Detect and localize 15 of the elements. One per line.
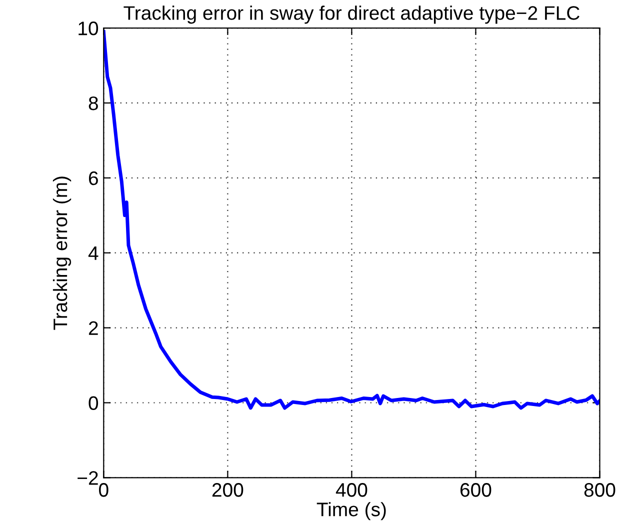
x-tick-label: 0 — [99, 483, 108, 497]
y-tick-label: 4 — [88, 246, 98, 260]
chart-title: Tracking error in sway for direct adaptive type−2 FLC — [124, 6, 580, 24]
y-tick-label: 6 — [88, 171, 98, 186]
y-tick-label: −2 — [78, 471, 98, 485]
y-tick-label: 10 — [78, 22, 98, 36]
x-tick-label: 400 — [336, 483, 368, 497]
y-axis-title: Tracking error (m) — [52, 176, 72, 330]
y-tick-label: 2 — [88, 321, 98, 335]
x-tick-label: 200 — [212, 483, 244, 497]
x-tick-label: 600 — [460, 483, 492, 497]
y-tick-label: 0 — [88, 396, 98, 410]
x-axis-title: Time (s) — [316, 502, 386, 520]
x-tick-label: 800 — [584, 483, 616, 497]
y-tick-label: 8 — [88, 96, 98, 110]
